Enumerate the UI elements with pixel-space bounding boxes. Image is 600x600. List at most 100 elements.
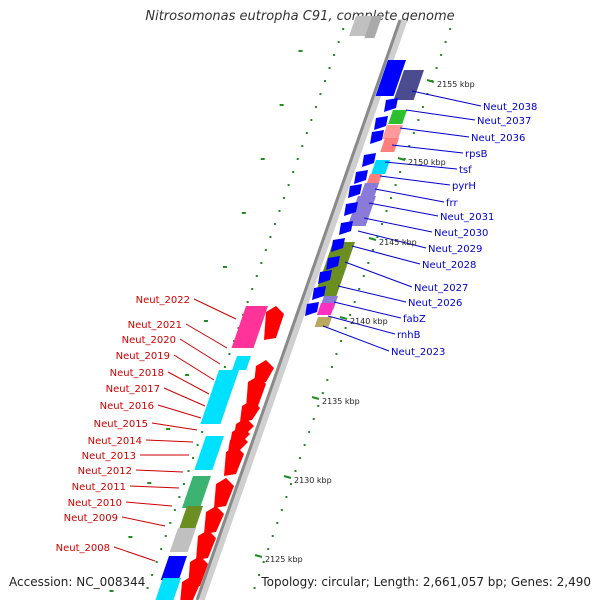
tick-dot bbox=[173, 509, 176, 511]
kbp-tick-label: 2135 kbp bbox=[322, 397, 360, 406]
gene-block bbox=[347, 196, 377, 226]
gene-label-reverse: Neut_2015 bbox=[94, 419, 148, 430]
tick-dot bbox=[192, 457, 195, 459]
gene-label-reverse: Neut_2017 bbox=[106, 384, 160, 395]
tick-dot bbox=[187, 470, 190, 472]
tick-dot bbox=[371, 249, 374, 251]
topology-text: Topology: circular; Length: 2,661,057 bp… bbox=[261, 575, 591, 589]
tick-dash bbox=[298, 50, 303, 52]
gene-block bbox=[155, 578, 181, 600]
gene-block bbox=[316, 303, 335, 315]
kbp-tick-label: 2140 kbp bbox=[350, 317, 388, 326]
gene-label-forward: Neut_2036 bbox=[471, 133, 525, 144]
tick-dot bbox=[408, 145, 411, 147]
leader-line-forward bbox=[391, 144, 464, 154]
gene-block bbox=[364, 16, 382, 38]
gene-block bbox=[382, 125, 404, 139]
gene-arrow-forward bbox=[348, 184, 362, 198]
kbp-tick-mark bbox=[368, 237, 377, 241]
tick-dot bbox=[264, 249, 267, 251]
leader-line-forward bbox=[357, 230, 427, 249]
gene-label-forward: rpsB bbox=[465, 149, 488, 160]
tick-dot bbox=[164, 535, 167, 537]
tick-dash bbox=[185, 374, 190, 376]
gene-arrow-forward bbox=[370, 130, 384, 144]
gene-arrow-reverse bbox=[180, 576, 200, 600]
tick-dash bbox=[279, 104, 284, 106]
gene-label-forward: Neut_2028 bbox=[422, 260, 476, 271]
tick-dot bbox=[178, 496, 181, 498]
leader-line-forward bbox=[327, 315, 396, 335]
leader-line-forward bbox=[368, 202, 439, 217]
tick-dot bbox=[449, 28, 452, 30]
tick-dot bbox=[435, 67, 438, 69]
tick-dot bbox=[390, 197, 393, 199]
tick-dot bbox=[260, 262, 263, 264]
leader-line-reverse bbox=[167, 371, 210, 395]
gene-arrow-reverse bbox=[204, 506, 224, 534]
gene-block bbox=[179, 506, 203, 528]
gene-label-forward: Neut_2038 bbox=[483, 102, 537, 113]
gene-label-forward: Neut_2030 bbox=[434, 228, 488, 239]
gene-label-reverse: Neut_2019 bbox=[116, 351, 170, 362]
kbp-tick-mark bbox=[426, 79, 435, 83]
genome-backbone-shadow bbox=[197, 18, 408, 600]
gene-label-forward: frr bbox=[446, 198, 458, 209]
tick-dot bbox=[201, 431, 204, 433]
tick-dot bbox=[283, 197, 286, 199]
tick-dot bbox=[267, 548, 270, 550]
tick-dot bbox=[251, 288, 254, 290]
tick-dot bbox=[337, 41, 340, 43]
tick-dot bbox=[367, 262, 370, 264]
gene-label-forward: Neut_2027 bbox=[414, 283, 468, 294]
tick-dot bbox=[280, 509, 283, 511]
tick-dot bbox=[296, 158, 299, 160]
kbp-tick-mark bbox=[254, 554, 263, 558]
gene-block bbox=[314, 242, 355, 296]
tick-dot bbox=[349, 314, 352, 316]
tick-dot bbox=[308, 431, 311, 433]
tick-dot bbox=[228, 353, 231, 355]
gene-label-reverse: Neut_2020 bbox=[122, 335, 176, 346]
tick-dash bbox=[204, 320, 208, 322]
kbp-tick-mark bbox=[283, 475, 292, 479]
leader-line-forward bbox=[379, 175, 451, 186]
gene-labels: Neut_2038 Neut_2037 Neut_2036 rpsB tsf pyrH fr… bbox=[56, 102, 538, 554]
leader-line-forward bbox=[411, 90, 482, 107]
tick-dot bbox=[151, 574, 154, 576]
gene-label-forward: fabZ bbox=[403, 314, 426, 325]
gene-label-forward: Neut_2037 bbox=[477, 116, 531, 127]
tick-dot bbox=[417, 119, 420, 121]
gene-label-reverse: Neut_2016 bbox=[100, 401, 154, 412]
tick-dot bbox=[344, 327, 347, 329]
gene-label-forward: Neut_2026 bbox=[408, 298, 462, 309]
tick-dash bbox=[166, 428, 171, 430]
tick-dash bbox=[128, 536, 133, 538]
gene-label-forward: Neut_2023 bbox=[391, 347, 445, 358]
tick-dash bbox=[260, 158, 265, 160]
gene-block bbox=[371, 160, 391, 174]
gene-label-reverse: Neut_2013 bbox=[82, 451, 136, 462]
tick-dot bbox=[253, 587, 256, 589]
leader-line-reverse bbox=[129, 485, 180, 489]
tick-dot bbox=[289, 483, 292, 485]
tick-dot bbox=[273, 223, 276, 225]
leader-line-forward bbox=[405, 109, 476, 121]
tick-dash bbox=[222, 266, 227, 268]
gene-features bbox=[155, 16, 424, 600]
tick-dot bbox=[326, 379, 329, 381]
gene-arrow-reverse bbox=[196, 530, 216, 560]
gene-block bbox=[200, 370, 239, 424]
tick-dot bbox=[340, 340, 342, 342]
tick-dot bbox=[299, 457, 302, 459]
kbp-tick-label: 2150 kbp bbox=[408, 158, 446, 167]
gene-arrow-forward bbox=[305, 302, 319, 316]
genome-backbone bbox=[195, 19, 402, 600]
kbp-tick-mark bbox=[339, 316, 348, 320]
tick-dot bbox=[314, 106, 317, 108]
tick-dot bbox=[301, 145, 304, 147]
leader-line-reverse bbox=[179, 338, 221, 365]
gene-block bbox=[160, 556, 187, 580]
tick-dot bbox=[287, 184, 290, 186]
leader-line-reverse bbox=[113, 546, 156, 562]
